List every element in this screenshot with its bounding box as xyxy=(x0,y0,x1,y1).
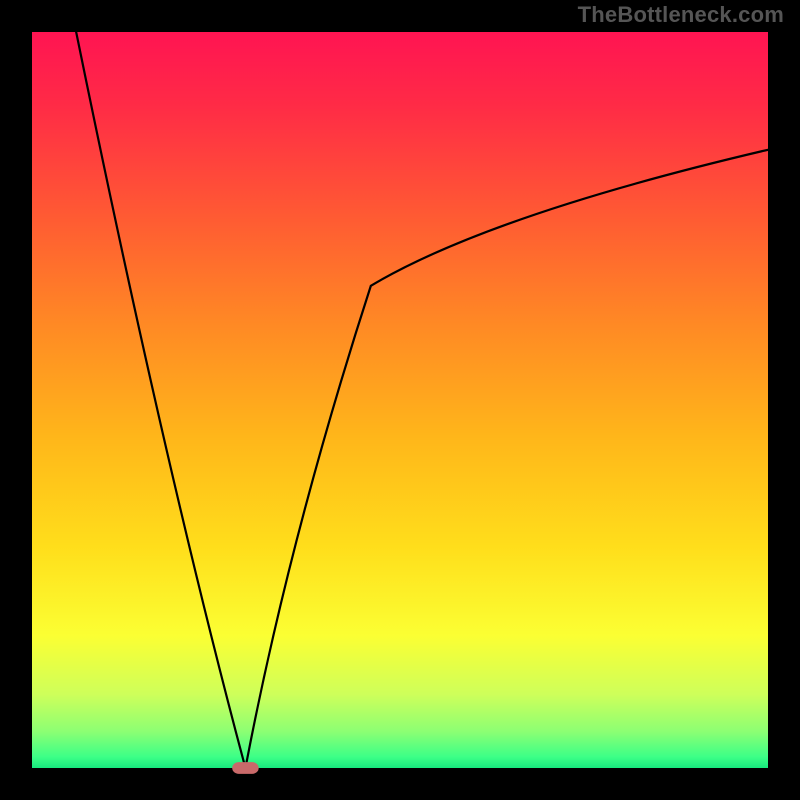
plot-background xyxy=(32,32,768,768)
minimum-marker xyxy=(232,762,258,774)
chart-root: TheBottleneck.com xyxy=(0,0,800,800)
watermark-text: TheBottleneck.com xyxy=(578,2,784,28)
bottleneck-chart-svg xyxy=(0,0,800,800)
